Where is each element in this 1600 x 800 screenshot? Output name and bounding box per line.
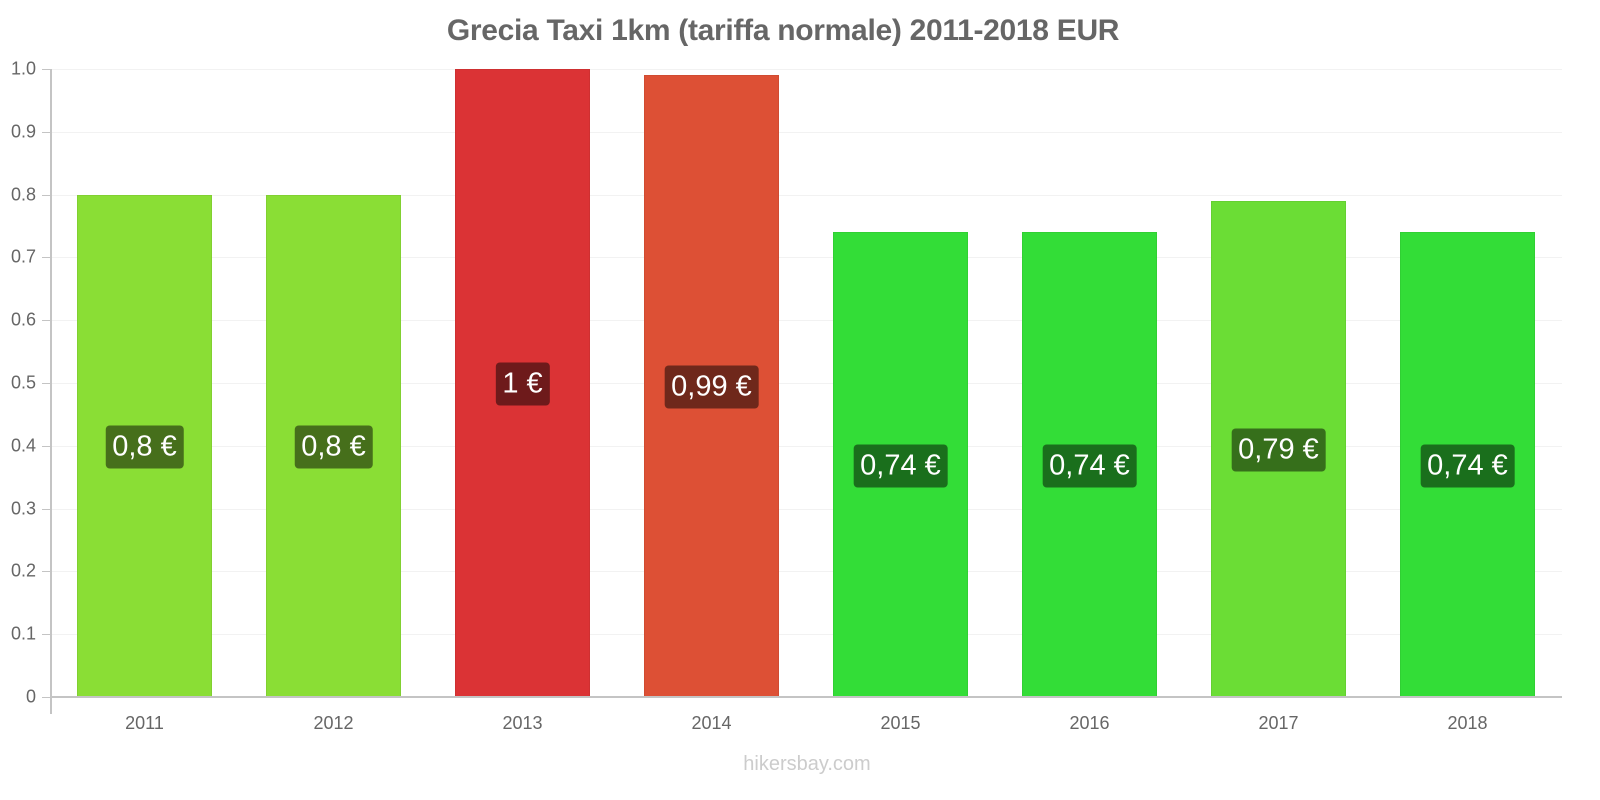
y-tick	[42, 445, 50, 447]
y-tick-label: 0.6	[10, 309, 36, 330]
bar-2014[interactable]: 0,99 €	[644, 75, 779, 697]
gridline	[50, 69, 1562, 70]
bar-2018[interactable]: 0,74 €	[1400, 232, 1535, 697]
y-tick	[42, 194, 50, 196]
bar-2012[interactable]: 0,8 €	[266, 194, 401, 697]
y-tick-label: 0.1	[10, 623, 36, 644]
x-axis-line	[50, 696, 1562, 698]
gridline	[50, 508, 1562, 510]
bar-2016[interactable]: 0,74 €	[1022, 232, 1157, 697]
y-tick-label: 0.2	[10, 560, 36, 581]
bar-value-label: 0,74 €	[1420, 444, 1515, 488]
y-tick	[42, 508, 50, 510]
y-tick	[42, 697, 50, 698]
plot-area: 0,8 € 0,8 € 1 € 0,99 € 0,74 € 0,74 € 0,79 € 0,7…	[50, 69, 1562, 697]
gridline	[50, 445, 1562, 447]
y-tick	[42, 320, 50, 322]
bar-2011[interactable]: 0,8 €	[77, 194, 212, 697]
y-tick-label: 0.8	[10, 184, 36, 205]
gridline	[50, 383, 1562, 384]
watermark: hikersbay.com	[743, 753, 871, 775]
gridline	[50, 131, 1562, 133]
y-tick-label: 0	[25, 686, 36, 707]
bar-2013[interactable]: 1 €	[455, 69, 590, 697]
x-tick-label: 2013	[502, 713, 543, 733]
x-tick-label: 2018	[1447, 713, 1488, 733]
bar-2017[interactable]: 0,79 €	[1211, 200, 1346, 697]
gridline	[50, 194, 1562, 196]
x-tick-label: 2015	[880, 713, 921, 733]
y-axis-line	[50, 69, 52, 714]
y-tick-label: 0.3	[10, 498, 36, 519]
bar-value-label: 0,8 €	[294, 425, 373, 469]
x-tick-label: 2011	[125, 713, 164, 733]
gridline	[50, 257, 1562, 259]
y-tick	[42, 257, 50, 259]
x-tick-label: 2016	[1069, 713, 1110, 733]
x-tick-label: 2014	[691, 713, 732, 733]
y-tick	[42, 69, 50, 70]
chart-title: Grecia Taxi 1km (tariffa normale) 2011-2…	[446, 14, 1120, 47]
y-tick-label: 0.7	[10, 246, 36, 267]
y-tick	[42, 131, 50, 133]
bar-value-label: 0,74 €	[853, 444, 948, 488]
y-tick-label: 0.9	[10, 121, 36, 142]
bar-value-label: 0,8 €	[105, 425, 184, 469]
bar-value-label: 0,79 €	[1231, 428, 1326, 472]
y-tick-label: 1.0	[10, 58, 36, 79]
y-tick	[42, 383, 50, 384]
y-tick-label: 0.5	[10, 372, 36, 393]
x-tick-label: 2017	[1258, 713, 1299, 733]
gridline	[50, 571, 1562, 573]
y-tick	[42, 634, 50, 636]
y-tick	[42, 571, 50, 573]
bar-value-label: 1 €	[495, 362, 550, 406]
gridline	[50, 634, 1562, 636]
bar-2015[interactable]: 0,74 €	[833, 232, 968, 697]
x-tick-label: 2012	[313, 713, 354, 733]
bar-value-label: 0,99 €	[664, 365, 759, 409]
y-tick-label: 0.4	[10, 435, 36, 456]
gridline	[50, 320, 1562, 322]
bar-value-label: 0,74 €	[1042, 444, 1137, 488]
